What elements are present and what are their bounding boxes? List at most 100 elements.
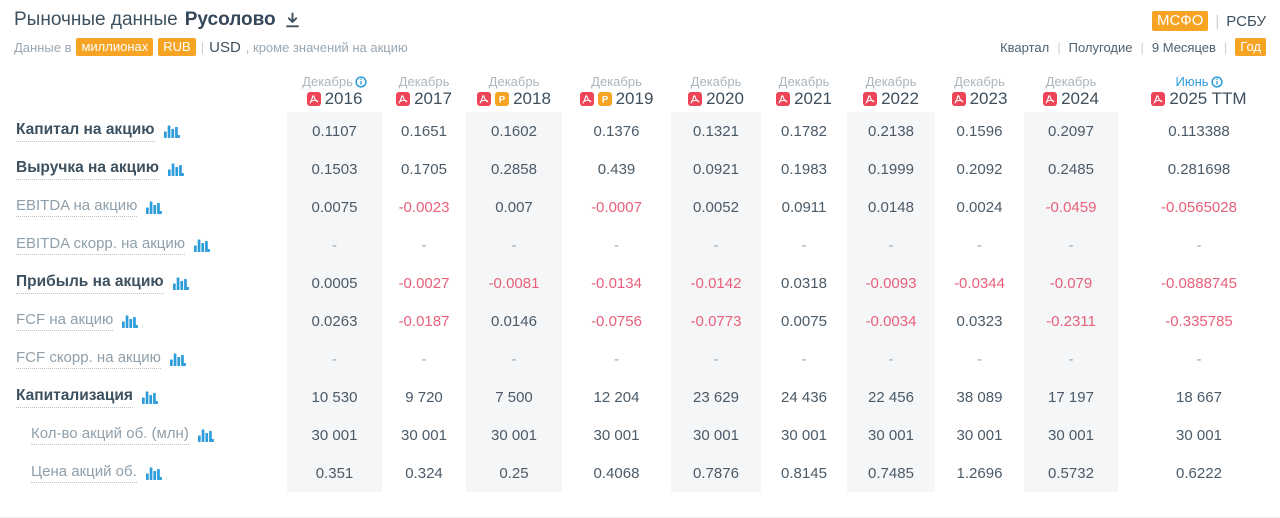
pdf-report-icon[interactable]	[688, 91, 703, 106]
column-month-label: Июнь	[1175, 74, 1209, 89]
period-tab-4[interactable]: Год	[1235, 38, 1266, 56]
value-cell: 30 001	[935, 416, 1024, 454]
svg-text:P: P	[499, 94, 506, 105]
page-title-prefix: Рыночные данные	[14, 9, 178, 30]
value-cell: 0.2092	[935, 150, 1024, 188]
currency-rub-toggle[interactable]: RUB	[158, 38, 196, 56]
column-year: 2017	[396, 90, 452, 107]
info-icon[interactable]	[355, 75, 367, 88]
column-month: Декабрь	[591, 75, 642, 88]
unit-millions-toggle[interactable]: миллионах	[76, 38, 154, 56]
standard-msfo[interactable]: МСФО	[1151, 11, 1209, 31]
bar-chart-icon[interactable]	[146, 201, 163, 214]
value-cell: -	[671, 340, 761, 378]
column-month: Декабрь	[1046, 75, 1097, 88]
row-label[interactable]: FCF на акцию	[16, 311, 114, 331]
bar-chart-icon[interactable]	[141, 391, 158, 404]
value-cell: -	[935, 226, 1024, 264]
cell-value: -	[511, 236, 517, 254]
pdf-report-icon[interactable]	[776, 91, 791, 106]
currency-usd-toggle[interactable]: USD	[209, 38, 241, 56]
period-tab-3[interactable]: 9 Месяцев	[1151, 39, 1216, 55]
pdf-report-icon[interactable]	[579, 91, 594, 106]
value-cell: 0.1983	[761, 150, 847, 188]
value-cell: 0.0005	[287, 264, 382, 302]
value-cell: -0.2311	[1024, 302, 1118, 340]
bar-chart-icon[interactable]	[163, 125, 180, 138]
cell-value: -0.0093	[865, 274, 917, 292]
cell-value: -	[614, 350, 619, 368]
pdf-report-icon[interactable]	[863, 91, 878, 106]
cell-value: 0.351	[315, 464, 354, 482]
pdf-report-icon[interactable]	[951, 91, 966, 106]
bar-chart-icon[interactable]	[197, 429, 214, 442]
row-label[interactable]: Цена акций об.	[31, 463, 137, 483]
cell-value: 0.1321	[693, 122, 739, 140]
cell-value: -	[1196, 236, 1202, 254]
column-year-label: 2021	[794, 89, 832, 108]
cell-value: 0.1651	[401, 122, 447, 140]
column-month: Декабрь	[399, 75, 450, 88]
presentation-icon[interactable]: P	[597, 91, 612, 106]
cell-value: 0.1596	[956, 122, 1003, 140]
row-label[interactable]: Капитализация	[16, 387, 133, 408]
column-month: Декабрь	[489, 75, 540, 88]
cell-value: 30 001	[491, 426, 537, 444]
presentation-icon[interactable]: P	[495, 91, 510, 106]
row-label-cell: Капитализация	[0, 378, 287, 416]
row-label[interactable]: FCF скорр. на акцию	[16, 349, 161, 369]
cell-value: 0.1503	[311, 160, 358, 178]
pdf-report-icon[interactable]	[1043, 91, 1058, 106]
pdf-report-icon[interactable]	[306, 91, 321, 106]
row-label[interactable]: Кол-во акций об. (млн)	[31, 425, 189, 445]
value-cell: -0.0888745	[1118, 264, 1280, 302]
data-units-note: Данные в миллионах RUB | USD , кроме зна…	[14, 38, 408, 56]
row-label[interactable]: EBITDA скорр. на акцию	[16, 235, 186, 255]
row-label[interactable]: Выручка на акцию	[16, 159, 159, 180]
pdf-report-icon[interactable]	[396, 91, 411, 106]
cell-value: -0.0565028	[1161, 198, 1237, 216]
bar-chart-icon[interactable]	[167, 163, 184, 176]
pdf-report-icon[interactable]	[477, 91, 492, 106]
bar-chart-icon[interactable]	[169, 353, 186, 366]
download-icon[interactable]	[285, 12, 300, 28]
cell-value: 0.2485	[1048, 160, 1094, 178]
cell-value: 0.0024	[956, 198, 1003, 216]
value-cell: 0.1376	[562, 112, 671, 150]
info-icon[interactable]	[1210, 75, 1223, 88]
value-cell: -	[1024, 340, 1118, 378]
value-cell: -0.0093	[847, 264, 935, 302]
cell-value: 30 001	[956, 426, 1003, 444]
period-tabs: Квартал | Полугодие | 9 Месяцев | Год	[1000, 38, 1266, 56]
row-label[interactable]: Прибыль на акцию	[16, 273, 164, 294]
value-cell: 0.1107	[287, 112, 382, 150]
table-row: Прибыль на акцию 0.0005 -0.0027 -0.0081 -0.0…	[0, 264, 1280, 302]
bar-chart-icon[interactable]	[172, 277, 189, 290]
value-cell: 0.1651	[382, 112, 466, 150]
standard-rsbu[interactable]: РСБУ	[1226, 12, 1266, 30]
value-cell: 30 001	[287, 416, 382, 454]
value-cell: 0.4068	[562, 454, 671, 492]
bar-chart-icon[interactable]	[194, 239, 210, 252]
bar-chart-icon[interactable]	[145, 467, 162, 480]
row-label[interactable]: EBITDA на акцию	[16, 197, 138, 217]
pdf-report-icon[interactable]	[1151, 91, 1166, 106]
value-cell: -0.0565028	[1118, 188, 1280, 226]
value-cell: -	[761, 340, 847, 378]
column-year: 2023	[951, 90, 1007, 107]
period-tab-1[interactable]: Квартал	[1000, 39, 1050, 55]
cell-value: 0.0318	[781, 274, 827, 292]
cell-value: 0.6222	[1176, 464, 1222, 482]
value-cell: 0.2485	[1024, 150, 1118, 188]
row-label[interactable]: Капитал на акцию	[16, 121, 155, 142]
value-cell: -	[287, 340, 382, 378]
period-separator: |	[1057, 39, 1061, 55]
bar-chart-icon[interactable]	[122, 315, 139, 328]
column-month-label: Декабрь	[865, 74, 917, 89]
cell-value: 17 197	[1048, 388, 1094, 406]
cell-value: 0.1782	[781, 122, 827, 140]
cell-value: 0.2097	[1048, 122, 1094, 140]
value-cell: -	[847, 226, 935, 264]
period-tab-2[interactable]: Полугодие	[1068, 39, 1133, 55]
column-month: Декабрь	[691, 75, 742, 88]
